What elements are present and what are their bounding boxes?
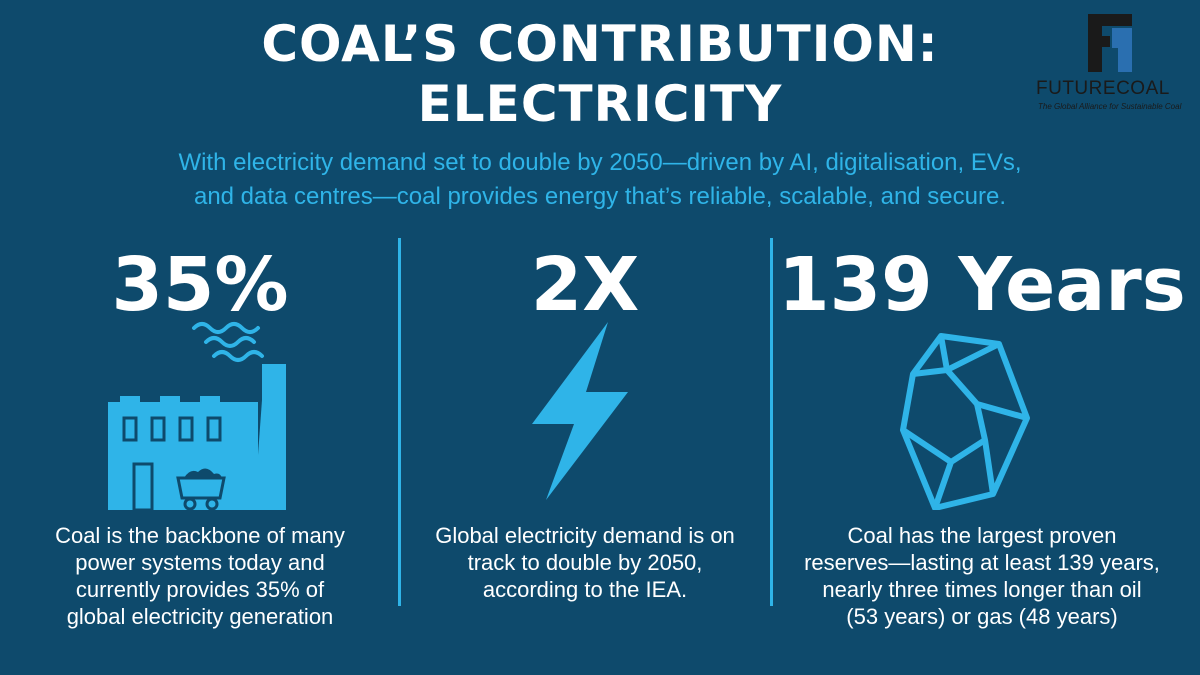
logo-brand-part1: FUTURE [1036, 78, 1117, 99]
stat-description: Coal has the largest proven reserves—las… [776, 522, 1188, 630]
subtitle: With electricity demand set to double by… [40, 146, 1160, 214]
column-divider-2 [770, 238, 773, 606]
subtitle-line-1: With electricity demand set to double by… [178, 149, 1022, 176]
logo-brand-part2: COAL [1116, 78, 1170, 99]
desc-line: (53 years) or gas (48 years) [846, 604, 1118, 629]
desc-line: Coal is the backbone of many [55, 523, 345, 548]
lightning-bolt-icon [532, 322, 628, 500]
stat-column-demand-growth: 2X [404, 240, 766, 330]
logo-tagline: The Global Alliance for Sustainable Coal [1038, 102, 1182, 111]
logo-wordmark: FUTURECOAL [1036, 78, 1186, 100]
page-title: COAL’S CONTRIBUTION: ELECTRICITY [0, 14, 1200, 134]
title-line-2: ELECTRICITY [417, 75, 783, 133]
desc-line: nearly three times longer than oil [822, 577, 1142, 602]
desc-line: track to double by 2050, [467, 550, 703, 575]
desc-line: power systems today and [75, 550, 325, 575]
desc-line: Global electricity demand is on [435, 523, 735, 548]
desc-line: global electricity generation [66, 604, 334, 629]
stat-value: 2X [530, 242, 640, 328]
desc-line: currently provides 35% of [75, 577, 325, 602]
desc-line: reserves—lasting at least 139 years, [804, 550, 1160, 575]
factory-icon [108, 322, 286, 510]
title-line-1: COAL’S CONTRIBUTION: [261, 15, 939, 73]
subtitle-line-2: and data centres—coal provides energy th… [193, 183, 1007, 210]
stat-description: Coal is the backbone of many power syste… [20, 522, 380, 630]
desc-line: Coal has the largest proven [847, 523, 1117, 548]
stat-column-coal-share: 35% [20, 240, 380, 330]
coal-lump-icon [900, 333, 1030, 510]
futurecoal-f-mark-icon [1088, 14, 1132, 72]
desc-line: according to the IEA. [482, 577, 688, 602]
stat-value: 35% [111, 242, 289, 328]
column-divider-1 [398, 238, 401, 606]
futurecoal-logo: FUTURECOAL The Global Alliance for Susta… [1030, 14, 1190, 114]
stat-column-reserves: 139 Years [776, 240, 1188, 330]
stat-value: 139 Years [778, 242, 1186, 328]
stat-description: Global electricity demand is on track to… [404, 522, 766, 603]
